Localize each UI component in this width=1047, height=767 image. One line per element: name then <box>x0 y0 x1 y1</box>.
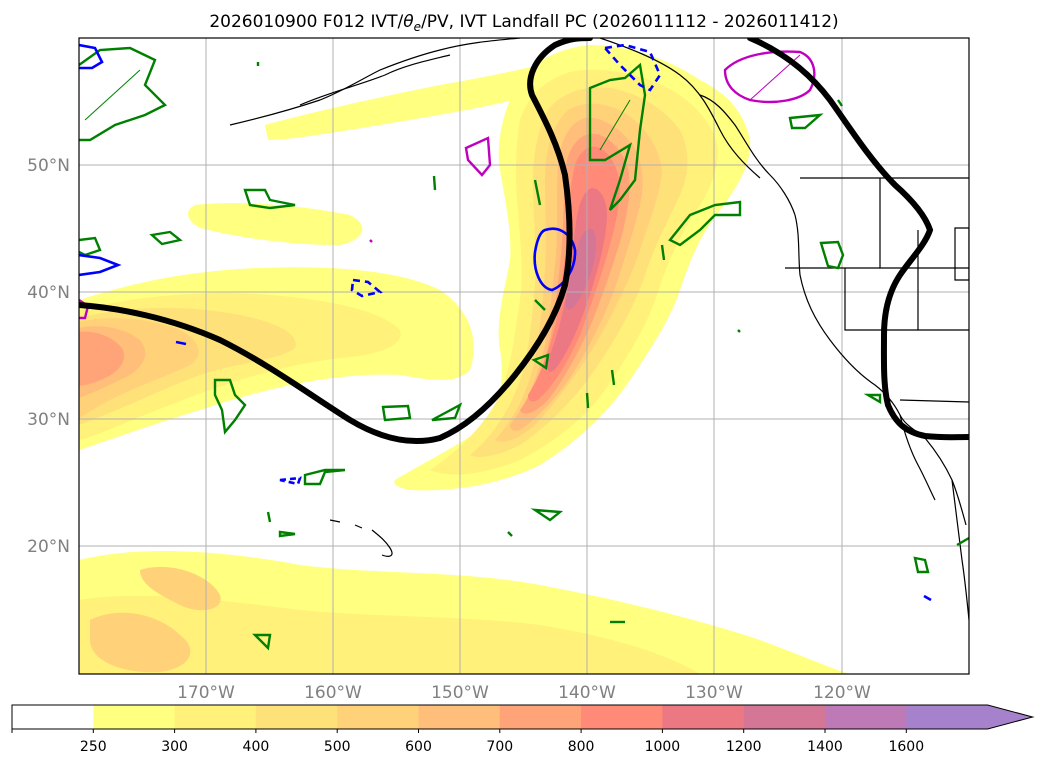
lon-tick-label: 120°W <box>813 683 871 703</box>
colorbar-tick-label: 500 <box>324 739 351 755</box>
magenta-contours <box>79 50 816 320</box>
colorbar-segment <box>825 705 907 729</box>
ivt-landfall-pc-contour <box>79 38 969 445</box>
ivt-filled-contours <box>79 45 850 674</box>
colorbar-segment <box>337 705 420 729</box>
colorbar-tick-label: 250 <box>80 739 107 755</box>
lon-tick-label: 140°W <box>558 683 616 703</box>
colorbar-segment <box>93 705 176 729</box>
ivt-midlat-streak <box>188 203 363 245</box>
lon-tick-label: 160°W <box>304 683 362 703</box>
hawaii <box>329 519 393 557</box>
colorbar-segment <box>743 705 826 729</box>
ivt-band-south-inner <box>79 595 700 674</box>
colorbar-segment <box>906 705 989 729</box>
colorbar-outline <box>11 704 1035 730</box>
colorbar-segment <box>662 705 745 729</box>
mexico-coast <box>951 479 969 621</box>
ivt-west-plume-700 <box>79 331 124 386</box>
colorbar-tick-label: 1600 <box>888 739 924 755</box>
alaska-coast <box>229 38 521 126</box>
lat-tick-label: 50°N <box>27 156 70 176</box>
map-panel: 50°N 40°N 30°N 20°N 170°W 160°W 150°W 14… <box>27 37 970 703</box>
colorbar-tick-label: 1200 <box>726 739 762 755</box>
bc-coast <box>699 94 796 216</box>
lon-tick-label: 130°W <box>685 683 743 703</box>
colorbar-segment <box>174 705 257 729</box>
lon-tick-label: 170°W <box>177 683 235 703</box>
colorbar-tick-label: 400 <box>243 739 270 755</box>
ivt-band-south-core2 <box>140 566 221 611</box>
colorbar-segment <box>418 705 501 729</box>
colorbar-tick-label: 300 <box>161 739 188 755</box>
map-frame <box>78 37 970 675</box>
ivt-ar-1200 <box>565 228 596 310</box>
ivt-band-south-core <box>90 612 191 673</box>
colorbar-tick-label: 1400 <box>807 739 843 755</box>
colorbar-tick-label: 600 <box>405 739 432 755</box>
chart-title: 2026010900 F012 IVT/θe/PV, IVT Landfall … <box>209 12 838 34</box>
colorbar-tick-label: 700 <box>486 739 513 755</box>
green-contour-nw-hatch <box>84 69 141 121</box>
lon-tick-label: 150°W <box>431 683 489 703</box>
colorbar-extend-arrow <box>987 705 1033 729</box>
colorbar: 250 300 400 500 600 700 800 1000 1200 1400 1600 <box>11 704 1035 755</box>
colorbar-tick-label: 1000 <box>645 739 681 755</box>
colorbar-segment <box>12 705 94 729</box>
colorbar-tick-label: 800 <box>568 739 595 755</box>
gulf-box <box>954 227 969 281</box>
colorbar-segment <box>499 705 582 729</box>
gridlines <box>79 38 969 674</box>
lat-tick-label: 30°N <box>27 410 70 430</box>
lat-tick-label: 40°N <box>27 283 70 303</box>
ivt-north-streak <box>265 65 545 140</box>
alaska-coast-2 <box>299 54 451 106</box>
us-states-4 <box>844 268 918 331</box>
lon-axis: 170°W 160°W 150°W 140°W 130°W 120°W <box>177 683 871 703</box>
green-contour-nw <box>79 46 168 142</box>
us-mexico-border <box>899 399 969 403</box>
magenta-contour-ne <box>723 50 816 104</box>
colorbar-segment <box>581 705 663 729</box>
colorbar-segment <box>255 705 338 729</box>
baja <box>899 414 936 501</box>
green-contours <box>79 46 969 651</box>
lat-tick-label: 20°N <box>27 537 70 557</box>
alaska-panhandle <box>599 38 761 179</box>
lat-axis: 50°N 40°N 30°N 20°N <box>27 156 70 557</box>
